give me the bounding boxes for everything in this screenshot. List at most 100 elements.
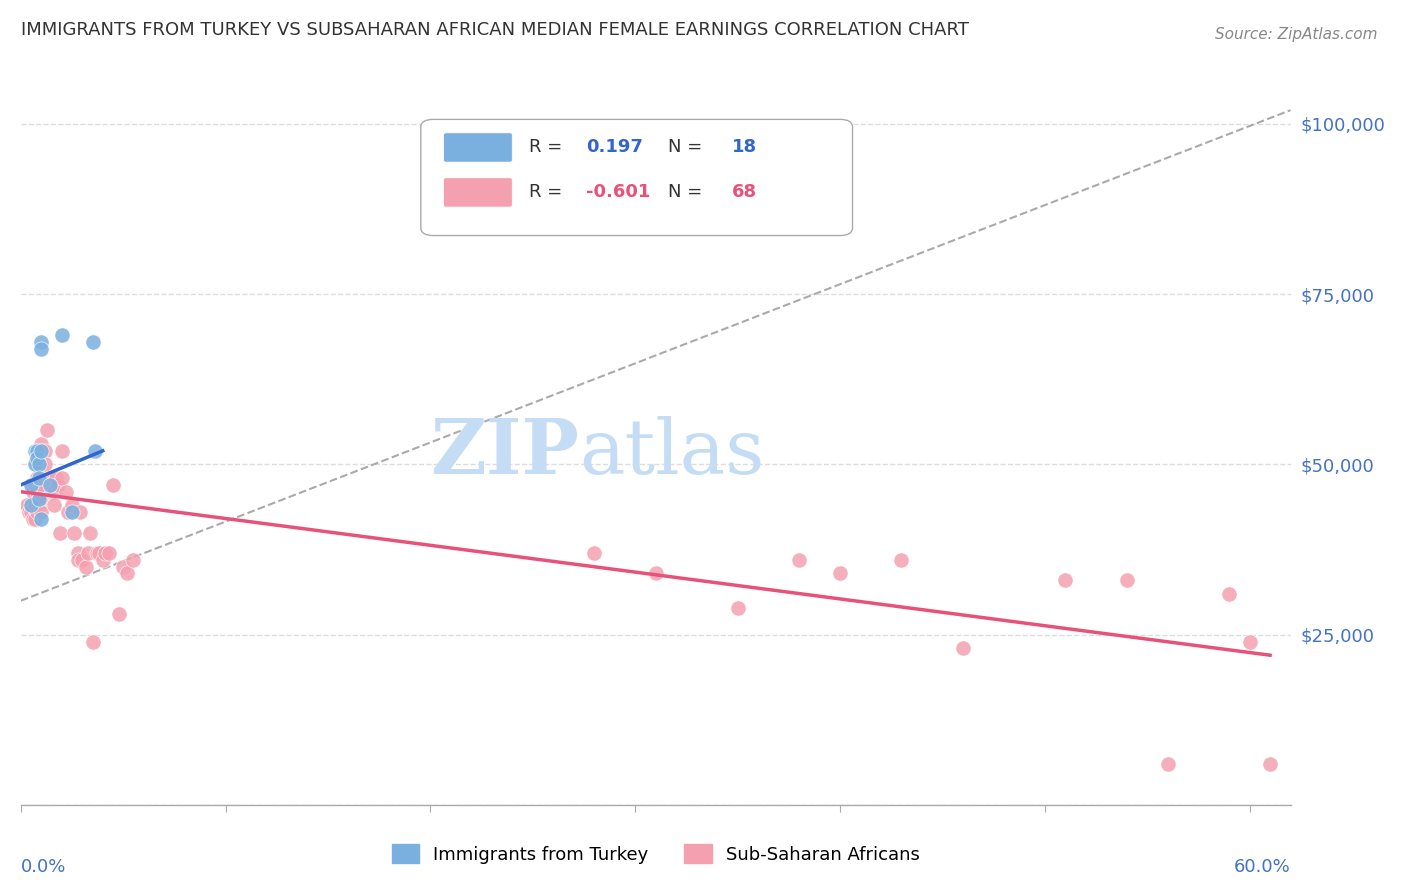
Point: [83, 443, 105, 458]
Legend: Immigrants from Turkey, Sub-Saharan Africans: Immigrants from Turkey, Sub-Saharan Afri…: [384, 838, 927, 871]
Point: [51, 443, 73, 458]
FancyBboxPatch shape: [420, 120, 852, 235]
Point: [28, 491, 51, 506]
Point: [787, 553, 810, 567]
Point: [1054, 574, 1077, 588]
Point: [94, 546, 117, 560]
Point: [55, 484, 77, 499]
Text: N =: N =: [668, 183, 703, 201]
Point: [828, 566, 851, 581]
Point: [25, 471, 48, 485]
Point: [15, 499, 38, 513]
Point: [20, 478, 42, 492]
Text: N =: N =: [668, 138, 703, 156]
Point: [42, 499, 65, 513]
Point: [1157, 757, 1180, 772]
Point: [60, 499, 83, 513]
Point: [67, 546, 90, 560]
Point: [51, 471, 73, 485]
Point: [82, 634, 104, 648]
Point: [38, 471, 60, 485]
Point: [30, 443, 52, 458]
Text: 68: 68: [733, 183, 756, 201]
Point: [46, 478, 69, 492]
Text: 0.0%: 0.0%: [21, 857, 66, 876]
Point: [77, 546, 100, 560]
Point: [952, 641, 974, 656]
Point: [38, 478, 60, 492]
Point: [86, 546, 108, 560]
Point: [30, 437, 52, 451]
Point: [67, 553, 90, 567]
Point: [41, 484, 63, 499]
Point: [24, 499, 46, 513]
Point: [644, 566, 666, 581]
Point: [24, 458, 46, 472]
Point: [108, 607, 131, 622]
Point: [112, 559, 135, 574]
Point: [30, 491, 52, 506]
Point: [22, 478, 45, 492]
Point: [24, 512, 46, 526]
Point: [30, 443, 52, 458]
Point: [122, 553, 145, 567]
Point: [583, 546, 606, 560]
Text: R =: R =: [529, 138, 562, 156]
Point: [28, 458, 51, 472]
Point: [24, 478, 46, 492]
Point: [37, 423, 59, 437]
Point: [24, 443, 46, 458]
Text: 60.0%: 60.0%: [1234, 857, 1291, 876]
Point: [75, 559, 97, 574]
Point: [45, 471, 67, 485]
Point: [42, 484, 65, 499]
Point: [34, 443, 56, 458]
Point: [25, 484, 48, 499]
Point: [30, 512, 52, 526]
Point: [25, 443, 48, 458]
Point: [1218, 587, 1240, 601]
Point: [890, 553, 912, 567]
Point: [30, 334, 52, 349]
Point: [25, 458, 48, 472]
Point: [22, 512, 45, 526]
Point: [91, 553, 114, 567]
Point: [63, 525, 86, 540]
Point: [30, 478, 52, 492]
Point: [20, 478, 42, 492]
Point: [28, 471, 51, 485]
Point: [101, 478, 124, 492]
Point: [20, 505, 42, 519]
Point: [117, 566, 139, 581]
Point: [51, 328, 73, 343]
Point: [87, 546, 110, 560]
Point: [69, 505, 91, 519]
Text: atlas: atlas: [579, 416, 765, 490]
Point: [30, 342, 52, 356]
Text: Source: ZipAtlas.com: Source: ZipAtlas.com: [1215, 27, 1378, 42]
Point: [727, 600, 749, 615]
FancyBboxPatch shape: [444, 178, 512, 207]
Point: [34, 458, 56, 472]
Text: IMMIGRANTS FROM TURKEY VS SUBSAHARAN AFRICAN MEDIAN FEMALE EARNINGS CORRELATION : IMMIGRANTS FROM TURKEY VS SUBSAHARAN AFR…: [21, 21, 969, 39]
Point: [56, 505, 79, 519]
Point: [72, 553, 94, 567]
Point: [25, 450, 48, 465]
Point: [28, 499, 51, 513]
Point: [18, 505, 41, 519]
Point: [97, 546, 120, 560]
Point: [25, 505, 48, 519]
Point: [1239, 634, 1261, 648]
Point: [22, 484, 45, 499]
Point: [48, 525, 70, 540]
Point: [1115, 574, 1137, 588]
Point: [60, 505, 83, 519]
Text: R =: R =: [529, 183, 562, 201]
Text: -0.601: -0.601: [586, 183, 650, 201]
Text: 0.197: 0.197: [586, 138, 643, 156]
Text: ZIP: ZIP: [430, 416, 579, 490]
FancyBboxPatch shape: [444, 133, 512, 162]
Point: [30, 505, 52, 519]
Point: [20, 499, 42, 513]
Point: [82, 334, 104, 349]
